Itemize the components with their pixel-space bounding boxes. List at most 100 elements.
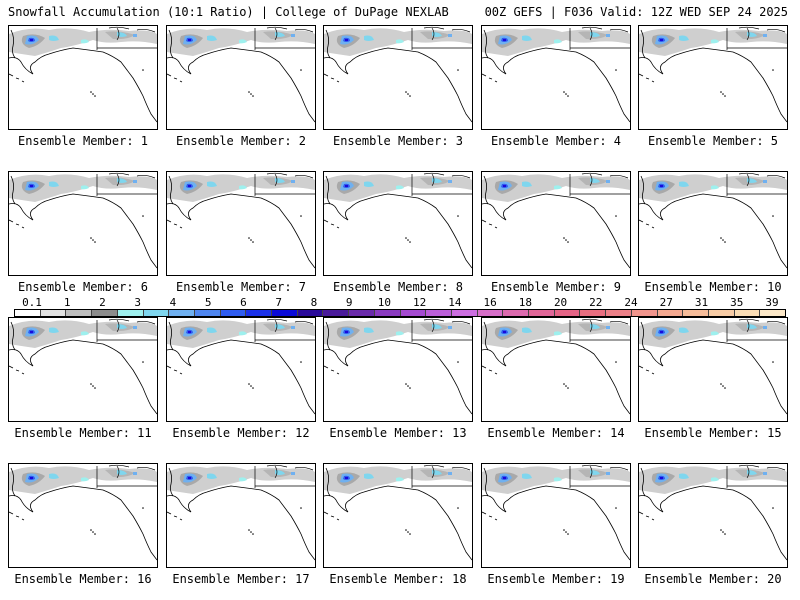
map-panel: [638, 317, 788, 422]
map-graphic: [639, 172, 787, 269]
map-panel: [638, 171, 788, 276]
map-panel: [323, 171, 473, 276]
colorbar-segment: [606, 310, 632, 316]
colorbar-tick-label: 35: [730, 296, 744, 309]
colorbar-segment: [529, 310, 555, 316]
panel-label: Ensemble Member: 5: [647, 134, 779, 148]
colorbar-tick-label: 20: [553, 296, 568, 309]
panel-label: Ensemble Member: 14: [487, 426, 625, 440]
map-graphic: [639, 318, 787, 415]
colorbar-segment: [580, 310, 607, 316]
map-panel: [323, 463, 473, 568]
panel-label: Ensemble Member: 15: [644, 426, 782, 440]
colorbar-tick-label: 3: [134, 296, 142, 309]
map-panel: [8, 25, 158, 130]
colorbar-segment: [631, 310, 658, 316]
colorbar-tick-label: 10: [377, 296, 391, 309]
colorbar-segment: [349, 310, 375, 316]
map-graphic: [9, 318, 157, 415]
map-graphic: [167, 26, 315, 123]
panel-label: Ensemble Member: 16: [14, 572, 152, 586]
colorbar-tick-label: 12: [412, 296, 427, 309]
colorbar-segment: [426, 310, 452, 316]
colorbar-tick-label: 4: [169, 296, 177, 309]
colorbar-tick-label: 39: [765, 296, 779, 309]
colorbar-tick-label: 18: [518, 296, 532, 309]
colorbar-segment: [15, 310, 41, 316]
colorbar-segment: [117, 310, 144, 316]
map-graphic: [167, 172, 315, 269]
panel-label: Ensemble Member: 4: [490, 134, 622, 148]
map-graphic: [9, 172, 157, 269]
panel-label: Ensemble Member: 9: [490, 280, 622, 294]
map-graphic: [9, 464, 157, 561]
colorbar-segment: [246, 310, 273, 316]
colorbar-segment: [92, 310, 118, 316]
colorbar-tick-label: 5: [204, 296, 212, 309]
panel-label: Ensemble Member: 8: [332, 280, 464, 294]
colorbar-segment: [194, 310, 221, 316]
map-title: Snowfall Accumulation (10:1 Ratio) | Col…: [8, 5, 449, 19]
map-panel: [8, 463, 158, 568]
colorbar-labels: 0.1 1 2 3 4 5 6 7 8 9 10 12 14 16 18 20 22 24 27 31 35 39: [14, 296, 786, 309]
map-panel: [166, 171, 316, 276]
colorbar-segment: [40, 310, 67, 316]
colorbar-segment: [297, 310, 324, 316]
colorbar-segment: [272, 310, 298, 316]
map-graphic: [482, 318, 630, 415]
panel-label: Ensemble Member: 17: [172, 572, 310, 586]
map-panel: [166, 25, 316, 130]
map-graphic: [9, 26, 157, 123]
colorbar-tick-label: 7: [275, 296, 282, 309]
run-info: 00Z GEFS | F036 Valid: 12Z WED SEP 24 20…: [484, 5, 788, 19]
map-panel: [638, 463, 788, 568]
colorbar-tick-label: 1: [63, 296, 71, 309]
colorbar-tick-label: 31: [694, 296, 709, 309]
panel-label: Ensemble Member: 11: [14, 426, 152, 440]
map-graphic: [167, 464, 315, 561]
map-panel: [481, 317, 631, 422]
panel-label: Ensemble Member: 3: [332, 134, 464, 148]
map-graphic: [324, 464, 472, 561]
colorbar-segment: [143, 310, 170, 316]
panel-label: Ensemble Member: 18: [329, 572, 467, 586]
colorbar-segment: [169, 310, 195, 316]
map-graphic: [324, 318, 472, 415]
panel-label: Ensemble Member: 6: [17, 280, 149, 294]
colorbar-tick-label: 24: [624, 296, 638, 309]
colorbar-segment: [451, 310, 478, 316]
colorbar-segment: [374, 310, 401, 316]
map-graphic: [482, 464, 630, 561]
map-graphic: [324, 172, 472, 269]
map-panel: [166, 317, 316, 422]
map-panel: [481, 171, 631, 276]
colorbar-segment: [503, 310, 530, 316]
panel-label: Ensemble Member: 20: [644, 572, 782, 586]
map-graphic: [167, 318, 315, 415]
colorbar-segment: [400, 310, 427, 316]
panel-label: Ensemble Member: 2: [175, 134, 307, 148]
colorbar-tick-label: 2: [99, 296, 106, 309]
colorbar-tick-label: 22: [589, 296, 603, 309]
colorbar-tick-label: 27: [659, 296, 673, 309]
colorbar-tick-label: 16: [483, 296, 497, 309]
map-panel: [323, 317, 473, 422]
map-graphic: [482, 172, 630, 269]
panel-label: Ensemble Member: 19: [487, 572, 625, 586]
map-panel: [481, 25, 631, 130]
colorbar-segment: [734, 310, 761, 316]
panel-label: Ensemble Member: 7: [175, 280, 307, 294]
colorbar: [14, 309, 786, 317]
colorbar-tick-label: 8: [310, 296, 318, 309]
panel-label: Ensemble Member: 13: [329, 426, 467, 440]
colorbar-tick-label: 9: [345, 296, 353, 309]
map-panel: [8, 317, 158, 422]
colorbar-tick-label: 14: [448, 296, 462, 309]
colorbar-segment: [220, 310, 247, 316]
map-panel: [323, 25, 473, 130]
colorbar-segment: [760, 310, 786, 316]
map-graphic: [482, 26, 630, 123]
colorbar-segment: [554, 310, 581, 316]
map-panel: [638, 25, 788, 130]
map-graphic: [639, 464, 787, 561]
